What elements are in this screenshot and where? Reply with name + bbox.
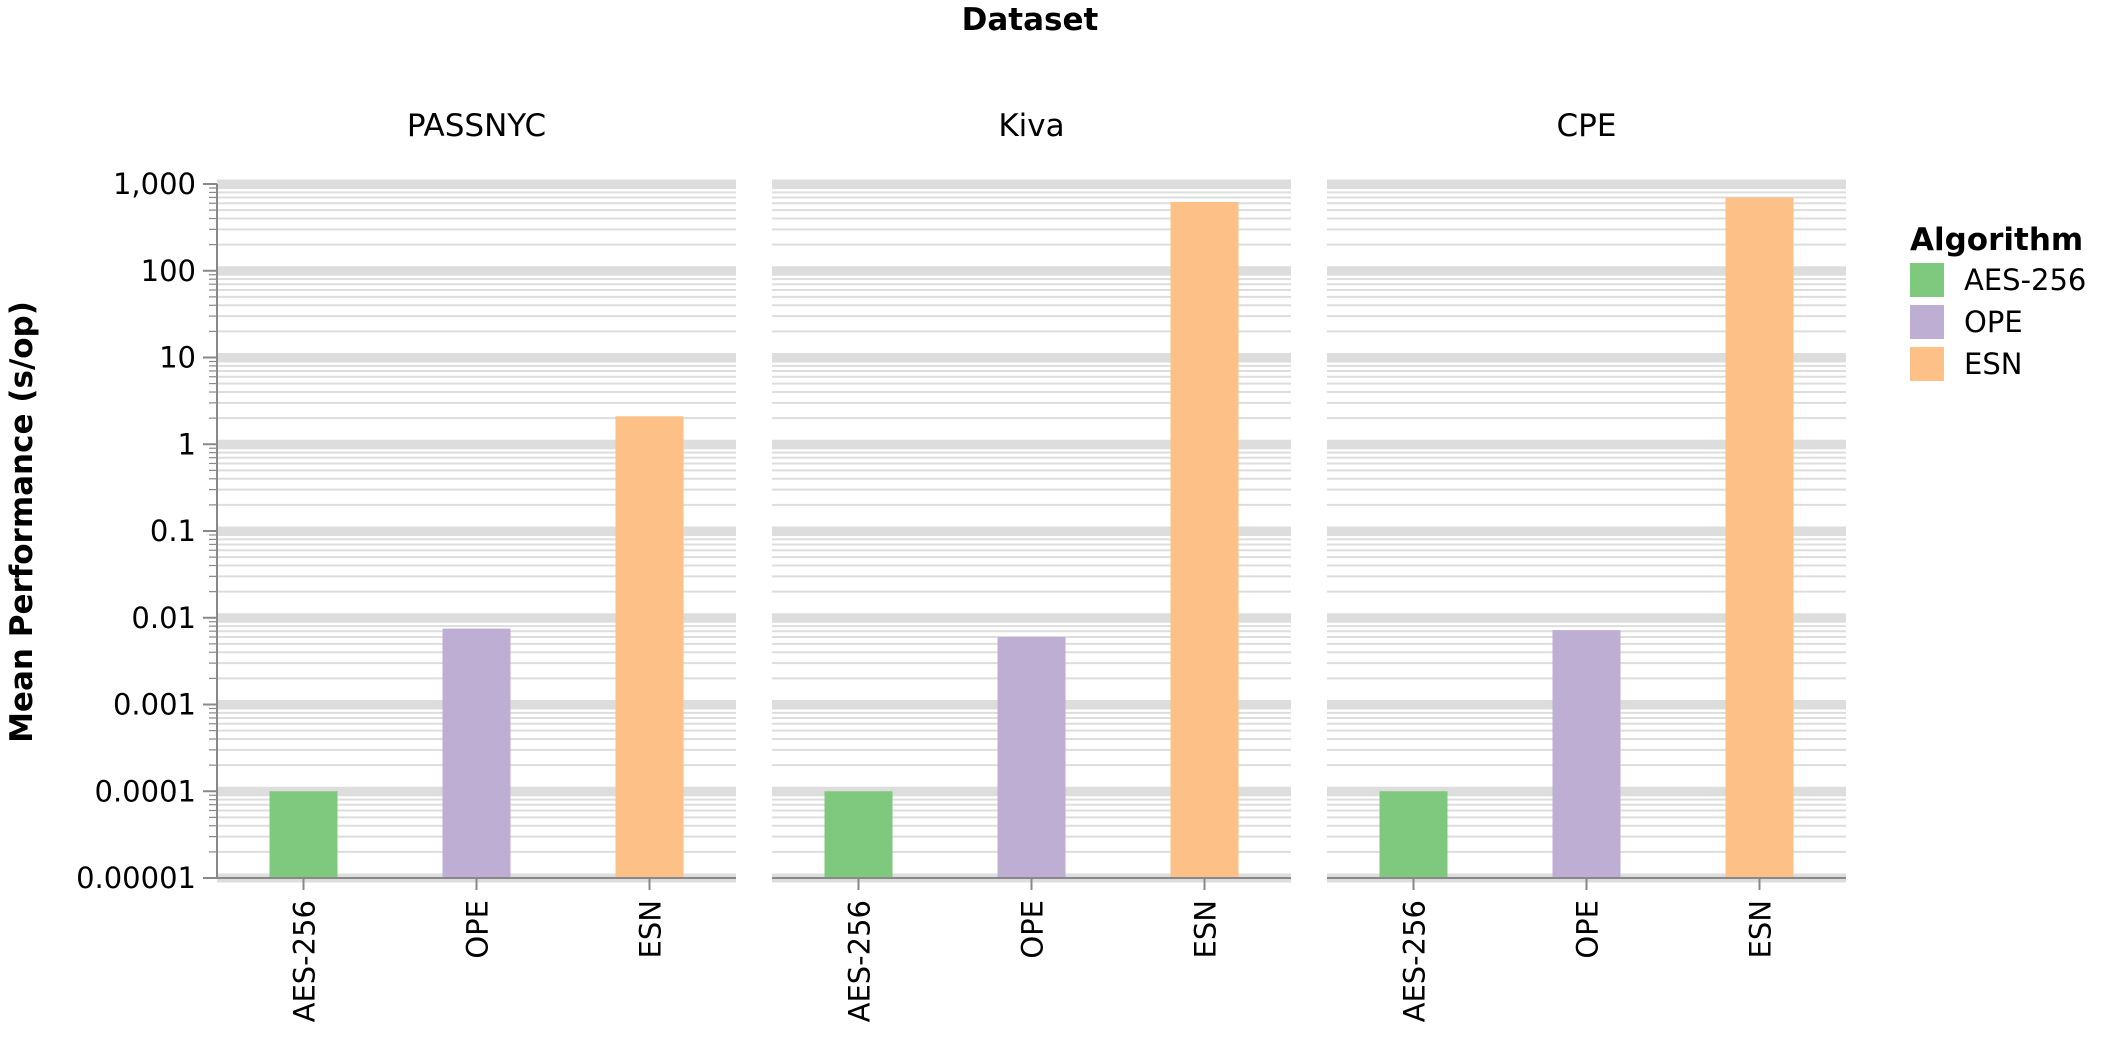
- bar-ope: [442, 628, 511, 878]
- y-tick-label: 0.001: [113, 688, 196, 722]
- bar-ope: [997, 636, 1066, 878]
- x-tick-label: OPE: [1016, 900, 1050, 959]
- bar-esn: [615, 416, 684, 878]
- bar-aes-256: [824, 791, 893, 878]
- x-tick-label: AES-256: [288, 900, 322, 1022]
- bar-esn: [1170, 202, 1239, 879]
- legend-swatch-ope: [1910, 305, 1944, 339]
- legend-label: AES-256: [1964, 263, 2086, 297]
- facet-passnyc: PASSNYC AES-256 OPE ESN: [217, 108, 736, 1022]
- x-tick-label: AES-256: [843, 900, 877, 1022]
- x-tick-label: OPE: [1571, 900, 1605, 959]
- y-tick-label: 1,000: [113, 167, 196, 201]
- bar-ope: [1552, 630, 1621, 878]
- y-tick-label: 100: [141, 254, 196, 288]
- y-axis: 1,000 100 10 1 0.1 0.01 0.001 0.0001 0.00001: [76, 167, 218, 895]
- x-tick-label: ESN: [1189, 900, 1223, 958]
- y-tick-label: 10: [159, 341, 196, 375]
- y-tick-label: 0.00001: [76, 861, 196, 895]
- bar-aes-256: [1379, 791, 1448, 878]
- legend-label: OPE: [1964, 305, 2023, 339]
- x-tick-label: ESN: [1744, 900, 1778, 958]
- y-tick-label: 0.01: [131, 601, 196, 635]
- column-title: Dataset: [962, 2, 1099, 38]
- legend-title: Algorithm: [1910, 222, 2083, 258]
- facet-title: Kiva: [998, 108, 1064, 144]
- facet-kiva: Kiva AES-256 OPE ESN: [772, 108, 1291, 1022]
- facet-title: PASSNYC: [407, 108, 546, 144]
- facet-cpe: CPE AES-256 OPE ESN: [1327, 108, 1846, 1022]
- y-tick-label: 0.1: [150, 514, 196, 548]
- legend-swatch-aes-256: [1910, 263, 1944, 297]
- bar-aes-256: [269, 791, 338, 878]
- legend: Algorithm AES-256 OPE ESN: [1910, 222, 2086, 381]
- x-tick-label: ESN: [634, 900, 668, 958]
- legend-swatch-esn: [1910, 347, 1944, 381]
- y-tick-label: 1: [178, 427, 196, 461]
- y-axis-title: Mean Performance (s/op): [4, 301, 40, 743]
- legend-label: ESN: [1964, 347, 2022, 381]
- x-tick-label: OPE: [461, 900, 495, 959]
- bar-esn: [1725, 197, 1794, 878]
- y-tick-label: 0.0001: [95, 774, 196, 808]
- facet-title: CPE: [1557, 108, 1617, 144]
- x-tick-label: AES-256: [1398, 900, 1432, 1022]
